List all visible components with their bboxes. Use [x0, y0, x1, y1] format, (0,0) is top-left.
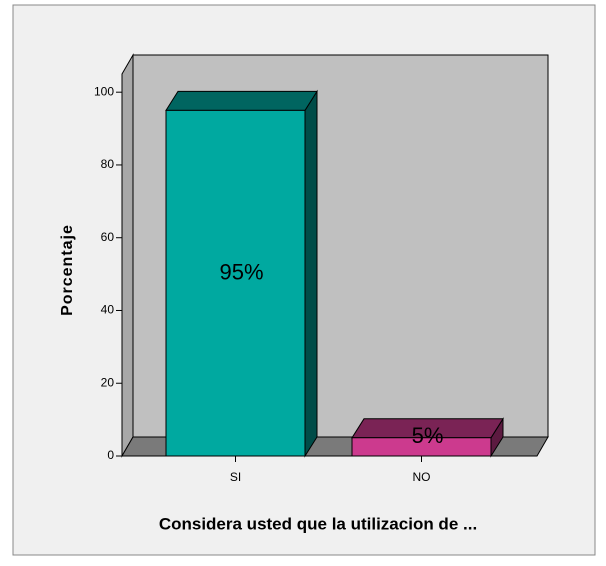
- y-tick-label: 80: [101, 157, 115, 171]
- value-label: 95%: [219, 260, 263, 285]
- left-wall: [121, 53, 134, 458]
- value-label: 5%: [412, 423, 444, 448]
- y-tick-label: 40: [101, 303, 115, 317]
- bar-front: [165, 109, 306, 457]
- y-tick-label: 60: [101, 230, 115, 244]
- bar-front: [351, 437, 492, 457]
- bar: [351, 417, 504, 458]
- y-tick-label: 20: [101, 375, 115, 389]
- y-tick-label: 0: [107, 448, 114, 462]
- x-tick-label: SI: [230, 470, 241, 484]
- bar-top: [165, 90, 318, 111]
- x-tick-label: NO: [413, 470, 431, 484]
- bar-side: [304, 89, 318, 458]
- y-tick-label: 100: [94, 84, 114, 98]
- bar: [165, 89, 318, 458]
- x-axis-title: Considera usted que la utilizacion de ..…: [159, 514, 477, 533]
- y-axis-title: Porcentaje: [59, 224, 76, 316]
